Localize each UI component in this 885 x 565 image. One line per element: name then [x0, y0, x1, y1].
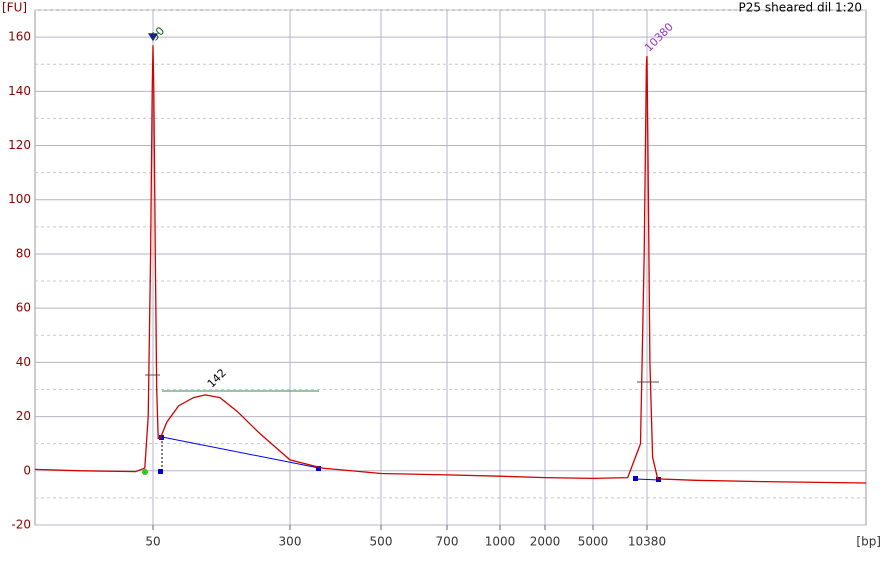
x-tick-label: 2000	[530, 535, 561, 549]
x-tick-label: 50	[145, 535, 160, 549]
y-tick-label: 20	[16, 409, 31, 423]
x-tick-label: 10380	[628, 535, 666, 549]
peak-marker	[148, 33, 158, 42]
y-tick-label: 120	[8, 138, 31, 152]
y-axis-label: [FU]	[2, 1, 27, 15]
y-tick-label: 140	[8, 84, 31, 98]
baseline	[161, 436, 320, 469]
trace	[34, 45, 867, 484]
plot-area	[34, 9, 867, 526]
marker	[142, 469, 148, 475]
baseline	[635, 478, 660, 481]
x-axis-label: [bp]	[856, 535, 881, 549]
x-tick-label: 5000	[578, 535, 609, 549]
marker	[316, 466, 321, 471]
y-tick-label: 40	[16, 355, 31, 369]
y-tick-label: 0	[23, 463, 31, 477]
chart-title: P25 sheared dil 1:20	[739, 1, 862, 15]
grid	[35, 9, 866, 526]
marker	[158, 469, 163, 474]
y-tick-label: 80	[16, 246, 31, 260]
x-tick-label: 500	[370, 535, 393, 549]
x-tick-label: 300	[279, 535, 302, 549]
x-tick-label: 700	[436, 535, 459, 549]
marker	[633, 476, 638, 481]
x-tick-label: 1000	[485, 535, 516, 549]
y-tick-label: 100	[8, 192, 31, 206]
y-tick-label: -20	[11, 518, 31, 532]
marker	[159, 435, 164, 440]
y-tick-label: 60	[16, 301, 31, 315]
y-tick-label: 160	[8, 30, 31, 44]
